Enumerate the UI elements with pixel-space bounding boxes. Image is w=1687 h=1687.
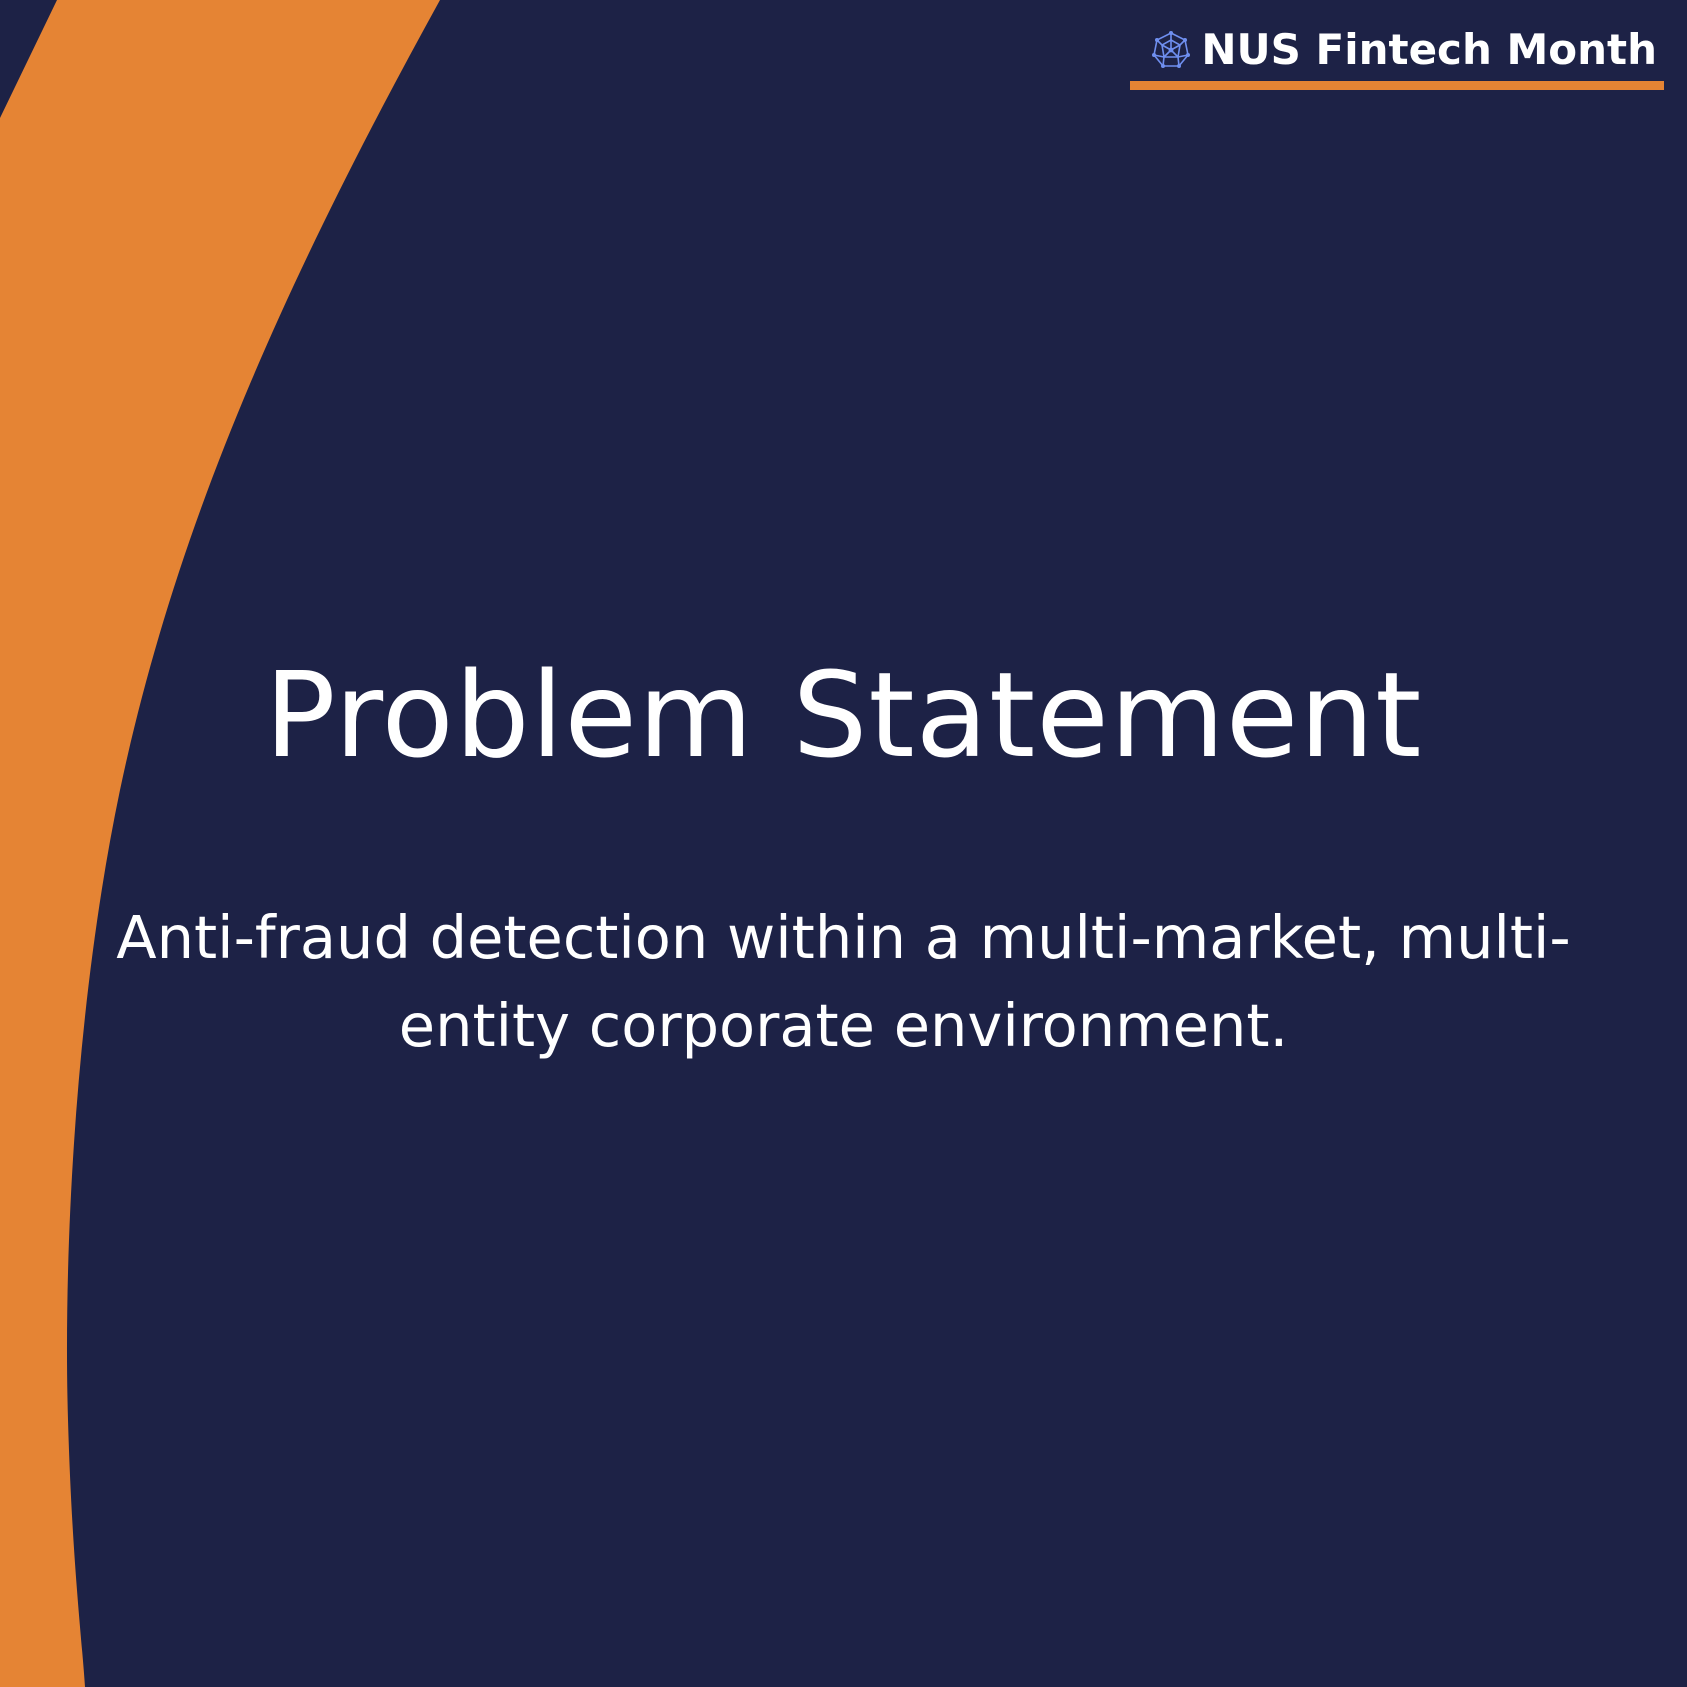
brand-header: NUS Fintech Month bbox=[1151, 26, 1657, 74]
brand-name: NUS Fintech Month bbox=[1201, 25, 1657, 74]
slide-title: Problem Statement bbox=[264, 646, 1423, 784]
network-globe-icon bbox=[1151, 30, 1191, 70]
slide-subtitle: Anti-fraud detection within a multi-mark… bbox=[116, 903, 1571, 1060]
brand-underline bbox=[1130, 81, 1664, 90]
